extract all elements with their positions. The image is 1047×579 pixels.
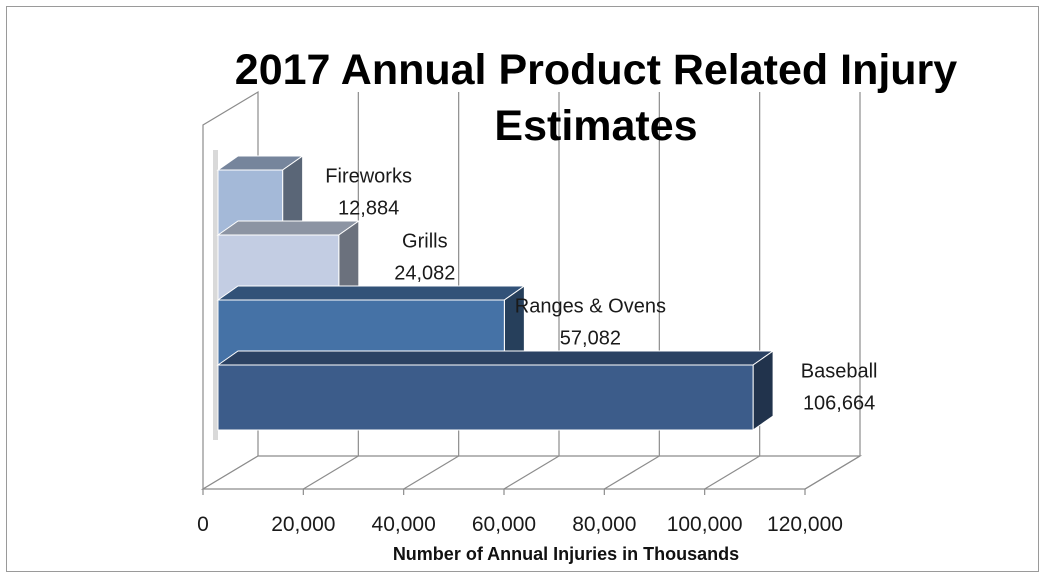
x-tick-label: 120,000	[767, 513, 843, 536]
x-axis-label: Number of Annual Injuries in Thousands	[393, 544, 739, 564]
floor-gridline	[503, 455, 560, 490]
floor-gridline	[403, 455, 459, 490]
data-label-value: 106,664	[803, 393, 875, 415]
bar-top-face	[216, 350, 775, 366]
floor-gridline	[704, 455, 760, 490]
data-label-category: Fireworks	[325, 166, 412, 188]
chart-title-line-1: 2017 Annual Product Related Injury	[235, 46, 957, 94]
data-label-value: 24,082	[394, 263, 455, 285]
x-axis-ticks: 0 20,000 40,000 60,000 80,000 100,000 120,000	[197, 489, 843, 536]
bar-top-face	[216, 220, 361, 236]
x-tick-label: 20,000	[271, 513, 335, 536]
x-tick-label: 40,000	[372, 513, 436, 536]
x-tick-label: 80,000	[572, 513, 636, 536]
data-label-category: Ranges & Ovens	[515, 296, 666, 318]
wall-shadow	[213, 150, 218, 440]
data-label-category: Grills	[402, 231, 448, 253]
bar-front-face	[217, 364, 754, 431]
floor-gridline	[804, 455, 861, 490]
bars	[216, 155, 775, 431]
data-label-category: Baseball	[801, 361, 878, 383]
data-label-value: 12,884	[338, 198, 399, 220]
bar-top-face	[216, 285, 526, 301]
chart-title-line-2: Estimates	[494, 102, 697, 150]
floor-gridline	[303, 455, 359, 490]
x-tick-label: 0	[197, 513, 209, 536]
x-tick-label: 60,000	[472, 513, 536, 536]
bar-side-face	[752, 350, 774, 431]
data-label-value: 57,082	[560, 328, 621, 350]
x-tick-label: 100,000	[667, 513, 743, 536]
floor-gridline	[604, 455, 660, 490]
bar-baseball	[216, 350, 775, 431]
